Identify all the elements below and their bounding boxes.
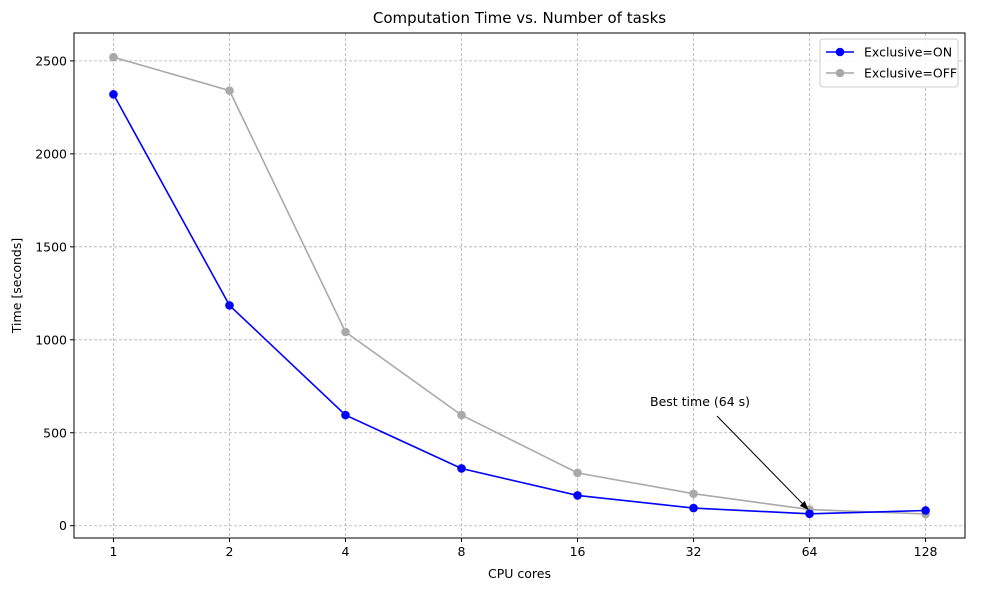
x-tick-label: 8 [458,544,466,559]
data-point-exclusive-off [573,468,582,478]
data-point-exclusive-on [805,509,814,519]
x-tick-label: 64 [802,544,818,559]
plot-frame [73,32,966,539]
legend-box [819,38,959,88]
annotation: Best time (64 s) [650,394,809,511]
y-tick-label: 500 [43,425,67,440]
data-point-exclusive-off [341,327,350,337]
x-tick-label: 32 [686,544,702,559]
legend-label-exclusive-off: Exclusive=OFF [864,66,957,81]
y-tick-label: 2000 [35,146,67,161]
data-point-exclusive-on [225,301,234,310]
legend-marker-exclusive-on [835,47,845,57]
legend-marker-exclusive-off [835,68,845,78]
grid [74,33,965,538]
series-layer [109,52,930,519]
data-point-exclusive-off [109,52,118,62]
annotation-arrowhead [799,500,809,510]
series-line-exclusive-off [113,56,926,515]
series-line-exclusive-on [112,94,926,515]
y-tick-label: 1000 [35,332,67,347]
legend-label-exclusive-on: Exclusive=ON [864,45,952,60]
annotation-text: Best time (64 s) [650,394,750,409]
x-tick-label: 4 [342,544,350,559]
y-tick-label: 0 [59,518,67,533]
data-point-exclusive-on [109,90,118,99]
data-point-exclusive-on [573,491,582,500]
chart-title: Computation Time vs. Number of tasks [373,9,666,27]
x-axis-label: CPU cores [488,566,551,581]
data-point-exclusive-on [457,464,466,473]
data-point-exclusive-off [225,86,234,95]
y-tick-label: 2500 [35,53,67,68]
data-point-exclusive-on [341,410,350,420]
x-tick-label: 2 [225,544,233,559]
x-tick-label: 1 [109,544,117,559]
x-tick-label: 16 [570,544,586,559]
x-tick-label: 128 [914,544,938,559]
annotation-arrow-line [716,415,809,511]
ticks: 1 2 4 8 16 32 64 128 0 500 1000 1500 2000 2500 [35,53,937,559]
data-point-exclusive-on [921,506,930,515]
data-point-exclusive-on [689,503,698,513]
legend: Exclusive=ON Exclusive=OFF [819,38,959,88]
data-point-exclusive-off [457,410,466,420]
y-tick-label: 1500 [35,239,67,254]
y-axis-label: Time [seconds] [9,238,24,334]
data-point-exclusive-off [689,489,698,499]
